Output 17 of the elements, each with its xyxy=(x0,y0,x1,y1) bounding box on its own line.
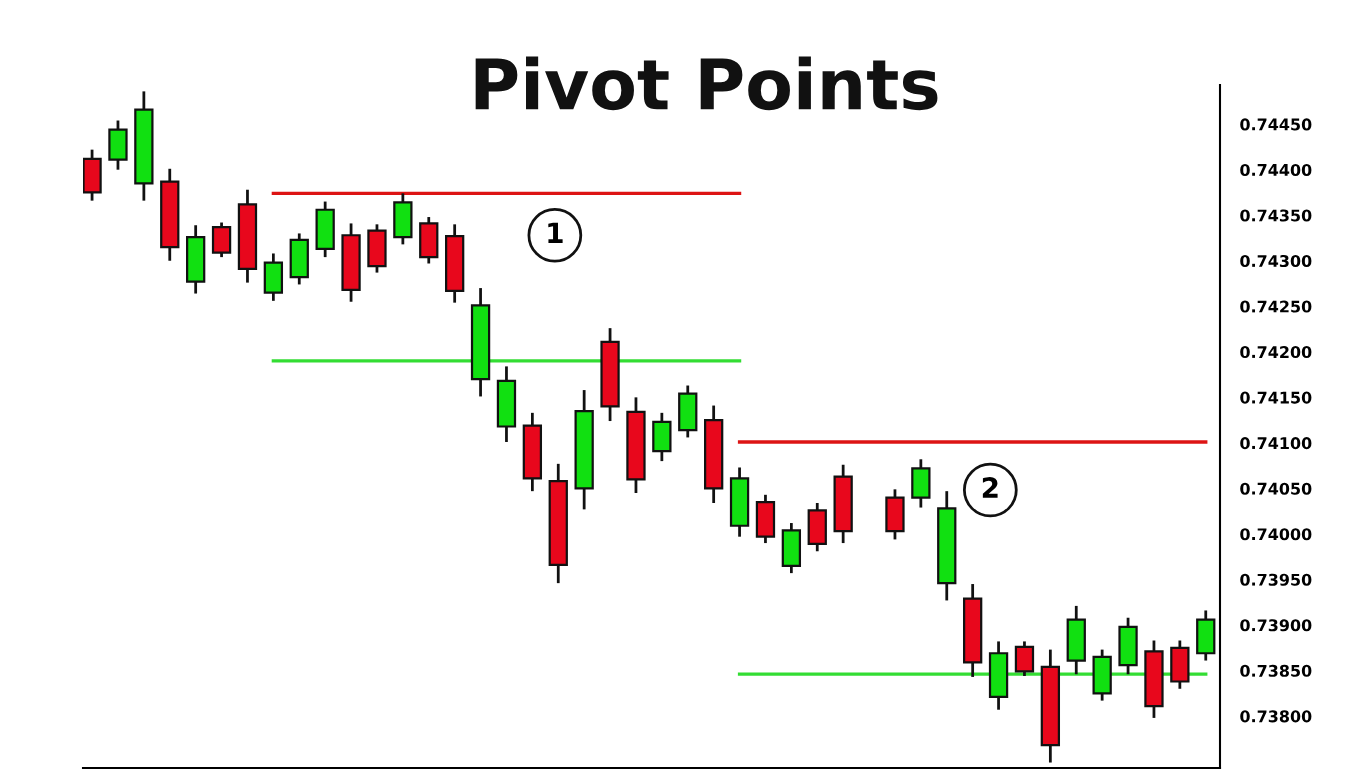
annotation: 2 xyxy=(982,477,998,498)
y-tick-label: 0.73800 xyxy=(1240,710,1312,723)
y-tick-label: 0.74450 xyxy=(1240,118,1312,131)
y-tick-label: 0.74000 xyxy=(1240,528,1312,541)
y-tick-label: 0.73950 xyxy=(1240,573,1312,586)
y-tick-label: 0.74100 xyxy=(1240,437,1312,450)
y-tick-label: 0.74050 xyxy=(1240,482,1312,495)
annotation: 1 xyxy=(548,222,563,243)
y-tick-label: 0.74300 xyxy=(1240,254,1312,268)
y-tick-label: 0.74250 xyxy=(1240,300,1312,313)
y-tick-label: 0.74200 xyxy=(1240,346,1312,359)
y-tick-label: 0.73900 xyxy=(1240,619,1312,632)
y-tick-label: 0.74150 xyxy=(1240,391,1312,404)
chart-title: Pivot Points xyxy=(475,56,938,111)
y-tick-label: 0.73850 xyxy=(1240,664,1312,677)
y-tick-label: 0.74400 xyxy=(1240,163,1312,176)
y-tick-label: 0.74350 xyxy=(1240,209,1312,222)
